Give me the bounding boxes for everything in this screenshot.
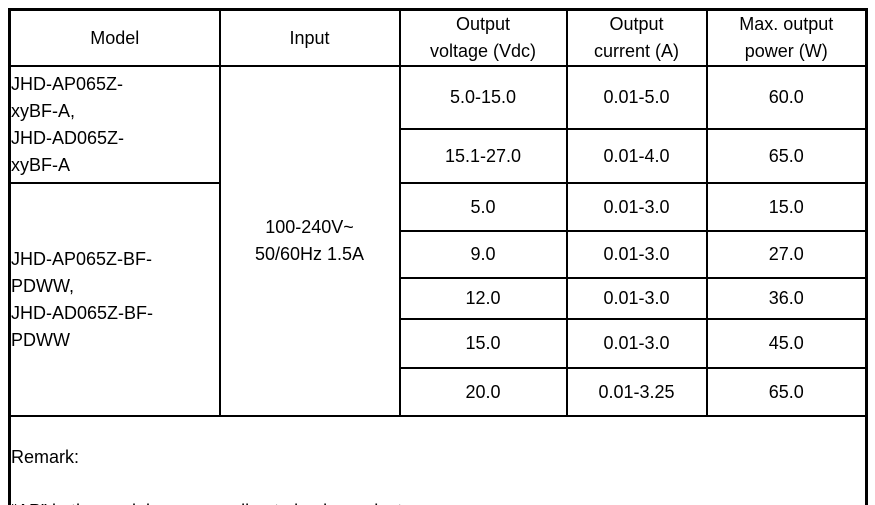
output-voltage-cell: 12.0 [398, 277, 568, 320]
col-header-output-voltage: Output voltage (Vdc) [398, 8, 568, 67]
output-current-cell: 0.01-3.25 [565, 367, 708, 417]
remark-line-ap: “AP” in the model no. mean direct plug i… [12, 498, 865, 505]
max-power-cell: 45.0 [705, 318, 868, 369]
table-row: JHD-AP065Z-BF- PDWW, JHD-AD065Z-BF- PDWW… [8, 182, 868, 417]
model-cell-group2: JHD-AP065Z-BF- PDWW, JHD-AD065Z-BF- PDWW [8, 182, 221, 417]
output-current-cell: 0.01-4.0 [565, 128, 708, 184]
max-power-cell: 36.0 [705, 277, 868, 320]
col-header-model: Model [8, 8, 221, 67]
max-power-cell: 65.0 [705, 367, 868, 417]
col-header-output-current: Output current (A) [565, 8, 708, 67]
output-current-cell: 0.01-3.0 [565, 318, 708, 369]
output-current-cell: 0.01-3.0 [565, 277, 708, 320]
table-row: 12.0 0.01-3.0 36.0 [10, 277, 868, 320]
remark-row: Remark: “AP” in the model no. mean direc… [8, 415, 868, 505]
output-voltage-cell: 5.0 [398, 182, 568, 232]
remark-cell: Remark: “AP” in the model no. mean direc… [8, 415, 868, 505]
col-header-max-output-power: Max. output power (W) [705, 8, 868, 67]
output-voltage-cell: 15.1-27.0 [398, 128, 568, 184]
max-power-cell: 15.0 [705, 182, 868, 232]
max-power-cell: 27.0 [705, 230, 868, 279]
output-voltage-cell: 5.0-15.0 [398, 65, 568, 130]
output-voltage-cell: 9.0 [398, 230, 568, 279]
table-row: 15.1-27.0 0.01-4.0 65.0 [10, 128, 868, 184]
col-header-input: Input [218, 8, 401, 67]
power-spec-table: Model Input Output voltage (Vdc) Output … [8, 8, 868, 505]
output-voltage-cell: 20.0 [398, 367, 568, 417]
input-spec-cell: 100-240V~ 50/60Hz 1.5A [218, 65, 401, 417]
max-power-cell: 60.0 [705, 65, 868, 130]
header-row: Model Input Output voltage (Vdc) Output … [8, 8, 868, 67]
table-row: 9.0 0.01-3.0 27.0 [10, 230, 868, 279]
model-cell-group1: JHD-AP065Z- xyBF-A, JHD-AD065Z- xyBF-A [8, 65, 221, 184]
output-voltage-cell: 15.0 [398, 318, 568, 369]
output-current-cell: 0.01-3.0 [565, 230, 708, 279]
table-row: 15.0 0.01-3.0 45.0 [10, 318, 868, 369]
table-row: 20.0 0.01-3.25 65.0 [10, 367, 868, 417]
remark-title: Remark: [11, 447, 80, 467]
table-row: JHD-AP065Z- xyBF-A, JHD-AD065Z- xyBF-A 1… [8, 65, 868, 417]
output-current-cell: 0.01-3.0 [565, 182, 708, 232]
output-current-cell: 0.01-5.0 [565, 65, 708, 130]
max-power-cell: 65.0 [705, 128, 868, 184]
